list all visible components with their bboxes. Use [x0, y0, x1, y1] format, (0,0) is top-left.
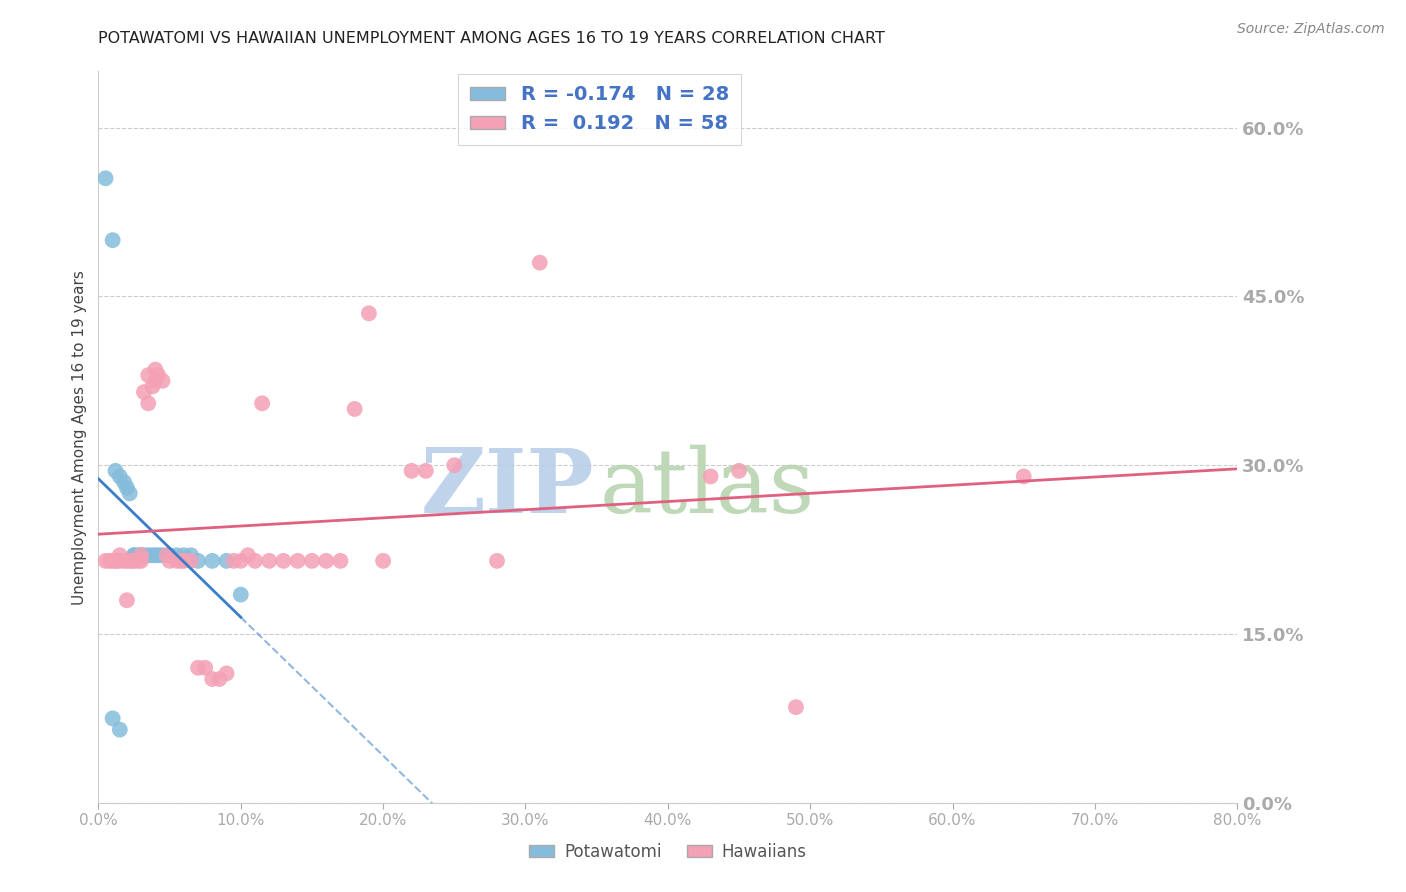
Point — [136, 548, 159, 562]
Point — [180, 548, 202, 562]
Point — [141, 548, 163, 562]
Point — [159, 554, 181, 568]
Point — [259, 554, 281, 568]
Text: Source: ZipAtlas.com: Source: ZipAtlas.com — [1237, 22, 1385, 37]
Point — [108, 554, 131, 568]
Point — [152, 374, 174, 388]
Point — [129, 548, 152, 562]
Point — [187, 661, 209, 675]
Point — [728, 464, 751, 478]
Point — [236, 548, 259, 562]
Point — [121, 554, 143, 568]
Point — [357, 306, 380, 320]
Point — [486, 554, 509, 568]
Text: ZIP: ZIP — [420, 445, 593, 532]
Point — [105, 554, 128, 568]
Point — [273, 554, 295, 568]
Point — [122, 548, 145, 562]
Point — [170, 554, 193, 568]
Point — [785, 700, 807, 714]
Point — [215, 554, 238, 568]
Point — [208, 672, 231, 686]
Point — [415, 464, 437, 478]
Point — [112, 554, 135, 568]
Point — [104, 554, 127, 568]
Point — [287, 554, 309, 568]
Point — [159, 548, 181, 562]
Point — [101, 554, 124, 568]
Point — [152, 548, 174, 562]
Point — [187, 554, 209, 568]
Point — [1012, 469, 1035, 483]
Point — [301, 554, 323, 568]
Point — [443, 458, 465, 473]
Point — [343, 401, 366, 416]
Point — [145, 362, 167, 376]
Point — [215, 666, 238, 681]
Point — [173, 554, 195, 568]
Legend: Potawatomi, Hawaiians: Potawatomi, Hawaiians — [523, 837, 813, 868]
Point — [148, 368, 170, 383]
Point — [145, 374, 167, 388]
Point — [129, 548, 152, 562]
Point — [127, 554, 149, 568]
Y-axis label: Unemployment Among Ages 16 to 19 years: Unemployment Among Ages 16 to 19 years — [72, 269, 87, 605]
Point — [132, 385, 155, 400]
Point — [101, 233, 124, 247]
Point — [94, 554, 117, 568]
Point — [108, 723, 131, 737]
Point — [180, 554, 202, 568]
Point — [118, 486, 141, 500]
Point — [122, 554, 145, 568]
Point — [315, 554, 337, 568]
Point — [401, 464, 423, 478]
Point — [243, 554, 266, 568]
Point — [122, 548, 145, 562]
Point — [250, 396, 273, 410]
Point — [127, 548, 149, 562]
Point — [201, 672, 224, 686]
Point — [115, 481, 138, 495]
Point — [115, 593, 138, 607]
Point — [129, 548, 152, 562]
Point — [136, 396, 159, 410]
Point — [145, 548, 167, 562]
Point — [529, 255, 551, 269]
Text: atlas: atlas — [599, 444, 814, 532]
Point — [101, 711, 124, 725]
Point — [229, 554, 252, 568]
Point — [194, 661, 217, 675]
Point — [132, 548, 155, 562]
Point — [112, 475, 135, 489]
Point — [129, 554, 152, 568]
Point — [329, 554, 352, 568]
Text: POTAWATOMI VS HAWAIIAN UNEMPLOYMENT AMONG AGES 16 TO 19 YEARS CORRELATION CHART: POTAWATOMI VS HAWAIIAN UNEMPLOYMENT AMON… — [98, 31, 886, 46]
Point — [136, 368, 159, 383]
Point — [166, 554, 188, 568]
Point — [98, 554, 121, 568]
Point — [108, 548, 131, 562]
Point — [156, 548, 179, 562]
Point — [173, 548, 195, 562]
Point — [373, 554, 395, 568]
Point — [222, 554, 245, 568]
Point — [141, 379, 163, 393]
Point — [118, 554, 141, 568]
Point — [148, 548, 170, 562]
Point — [104, 464, 127, 478]
Point — [229, 588, 252, 602]
Point — [699, 469, 721, 483]
Point — [115, 554, 138, 568]
Point — [94, 171, 117, 186]
Point — [201, 554, 224, 568]
Point — [166, 548, 188, 562]
Point — [108, 469, 131, 483]
